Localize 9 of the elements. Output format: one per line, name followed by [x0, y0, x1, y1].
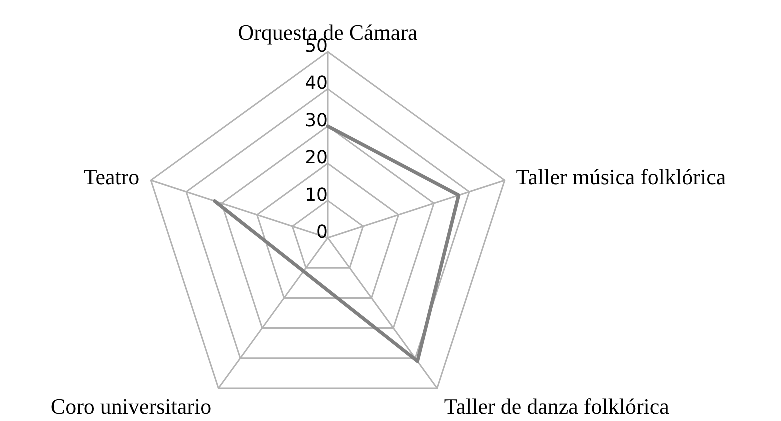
spoke-label: Taller música folklórica — [516, 164, 726, 190]
spoke-label: Coro universitario — [50, 394, 212, 420]
y-tick-label: 40 — [305, 73, 328, 94]
spoke-label: Teatro — [84, 164, 140, 190]
y-tick-label: 30 — [305, 110, 328, 132]
y-tick-label: 20 — [305, 148, 328, 169]
y-tick-label: 10 — [305, 184, 328, 206]
spoke-label: Taller de danza folklórica — [444, 394, 670, 420]
y-tick-label: 0 — [316, 222, 328, 243]
